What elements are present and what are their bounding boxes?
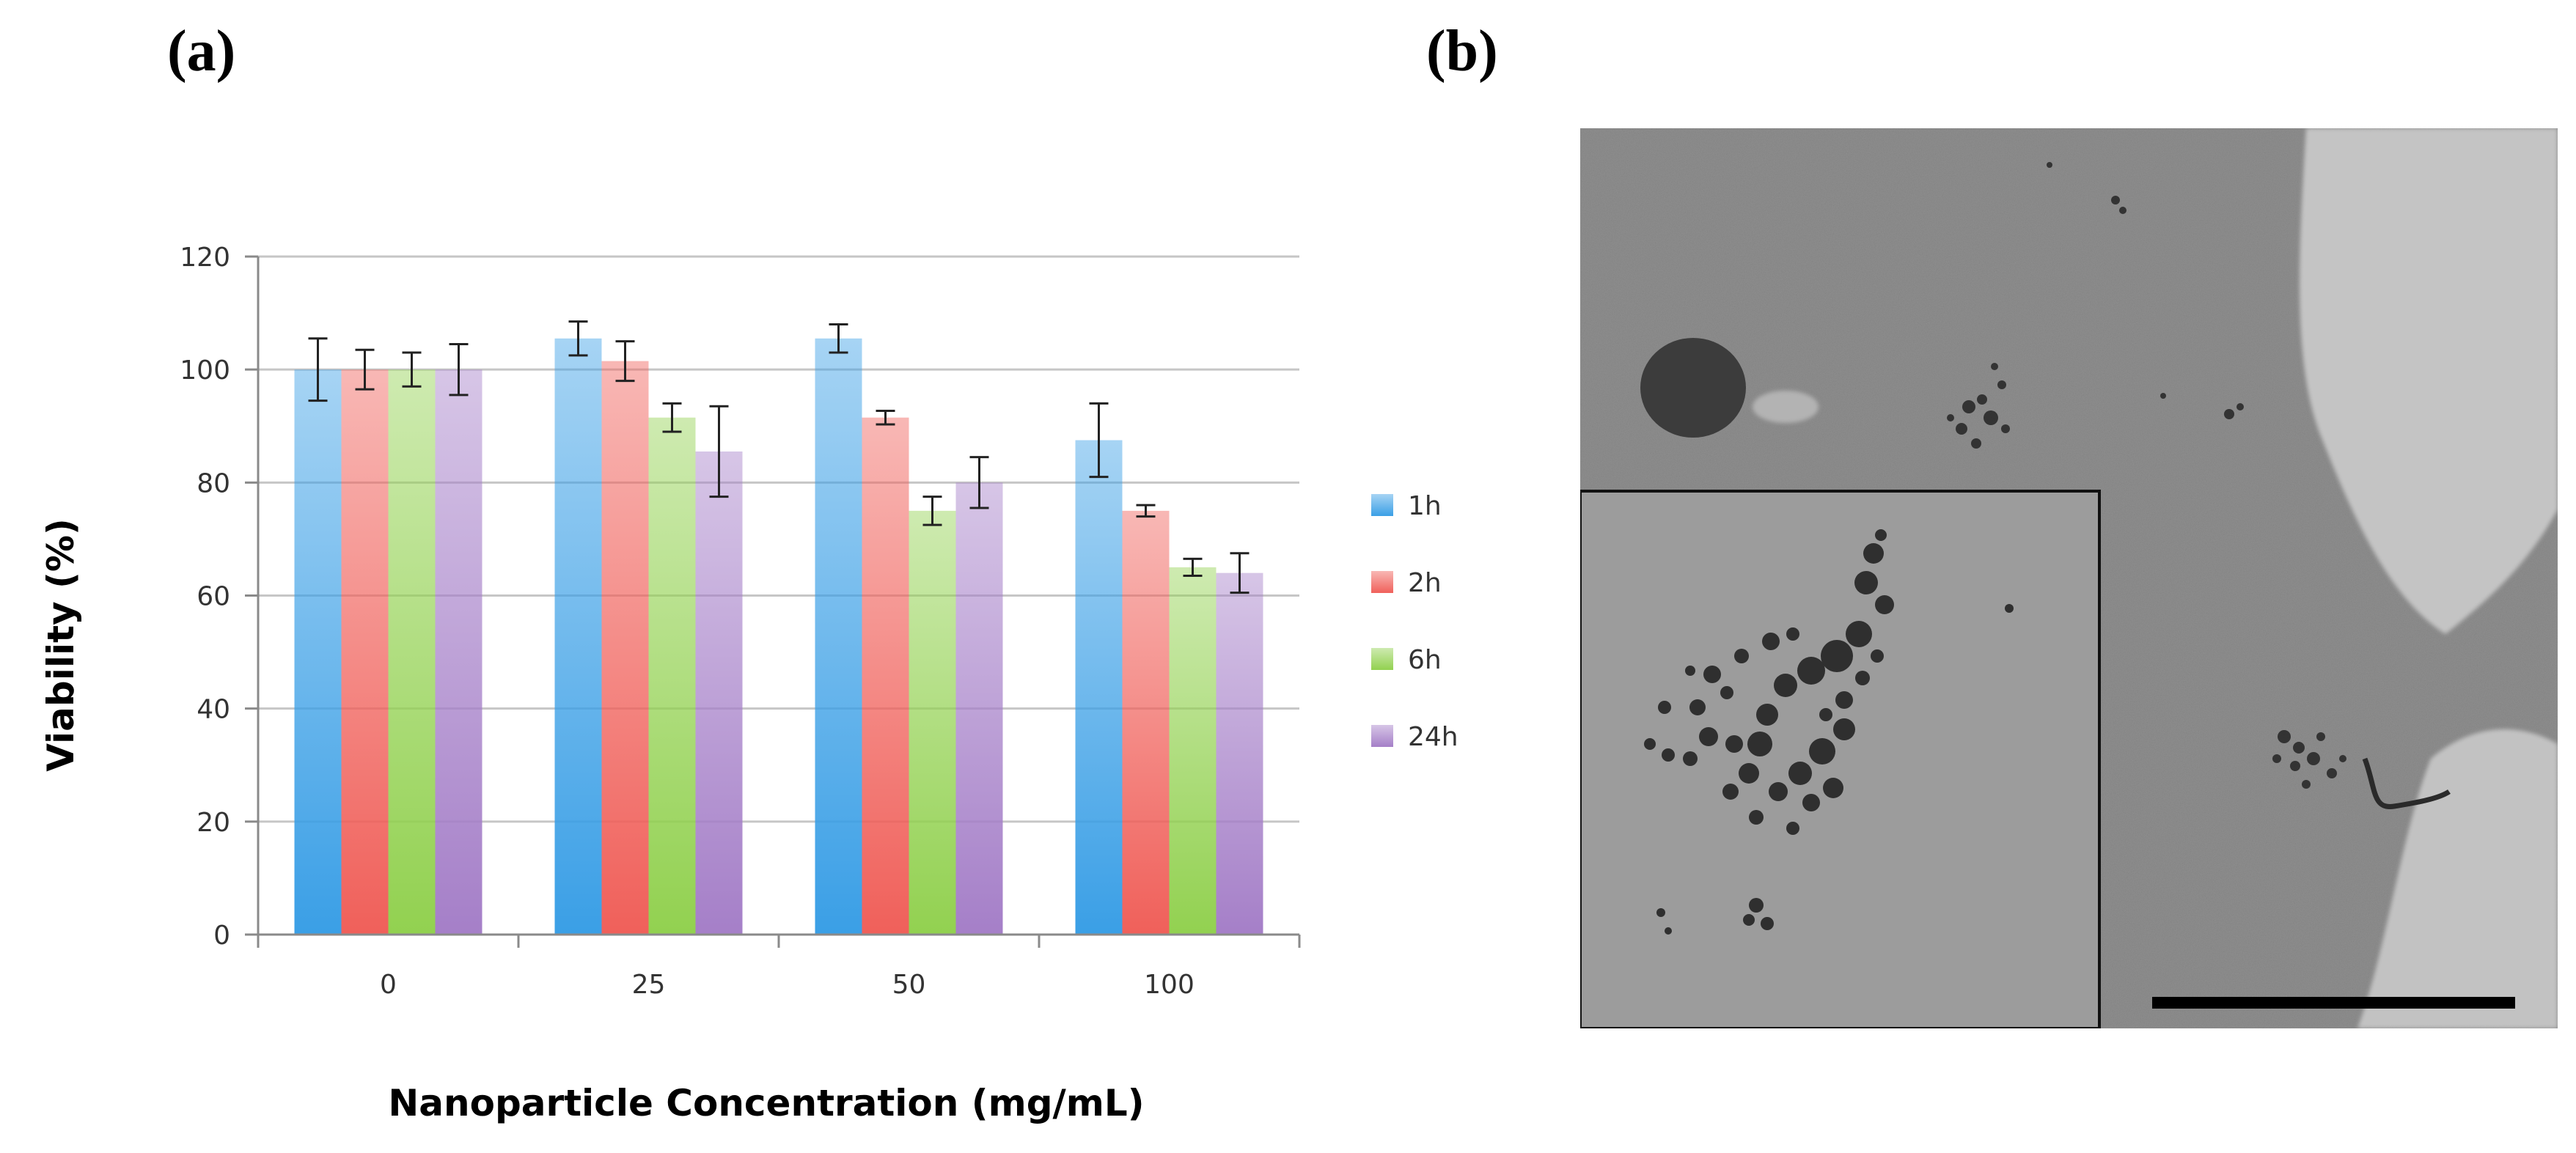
bar-24h-0 [435,369,482,935]
bar-1h-50 [815,338,862,935]
bar-6h-50 [909,510,956,935]
bar-1h-25 [554,338,602,935]
x-tick-label: 50 [892,970,926,1000]
legend-swatch-1h [1371,494,1393,516]
x-tick-label: 100 [1144,970,1195,1000]
bar-1h-0 [294,369,342,935]
bars [294,338,1263,935]
bar-24h-100 [1216,572,1263,935]
bar-24h-25 [695,451,743,935]
bar-2h-25 [601,361,649,935]
x-tick-label: 0 [380,970,397,1000]
panel-label-b: (b) [1426,19,1498,84]
legend-swatch-24h [1371,725,1393,747]
y-tick-label: 0 [213,921,230,951]
legend-label-24h: 24h [1408,722,1458,752]
bar-2h-50 [862,417,909,935]
bar-6h-25 [648,417,696,935]
y-tick-label: 40 [197,695,230,725]
y-axis-label: Viability (%) [40,518,82,772]
x-tick-label: 25 [632,970,666,1000]
y-tick-label: 100 [180,356,230,386]
axes [245,255,1301,948]
legend-label-2h: 2h [1408,568,1442,598]
tick-labels: 0 20 40 60 80 100 120 0 25 50 100 [180,243,1195,1000]
y-tick-label: 60 [197,582,230,612]
bar-chart: 0 20 40 60 80 100 120 0 25 50 100 1h 2h 6h 24h Viabil… [40,243,1458,1124]
bar-24h-50 [955,482,1003,935]
x-axis-label: Nanoparticle Concentration (mg/mL) [388,1082,1144,1124]
legend: 1h 2h 6h 24h [1371,491,1458,752]
panel-label-a: (a) [167,19,236,84]
bar-6h-100 [1169,567,1217,935]
legend-label-6h: 6h [1408,645,1442,675]
y-tick-label: 20 [197,808,230,838]
tem-micrograph [1580,128,2558,1028]
bar-2h-0 [341,369,389,935]
y-tick-label: 120 [180,243,230,273]
legend-swatch-2h [1371,571,1393,593]
legend-swatch-6h [1371,648,1393,670]
bar-1h-100 [1075,440,1123,935]
scale-bar [2152,997,2515,1009]
bar-2h-100 [1122,510,1170,935]
y-tick-label: 80 [197,468,230,498]
bar-6h-0 [388,369,436,935]
legend-label-1h: 1h [1408,491,1442,521]
error-bars [308,320,1250,594]
